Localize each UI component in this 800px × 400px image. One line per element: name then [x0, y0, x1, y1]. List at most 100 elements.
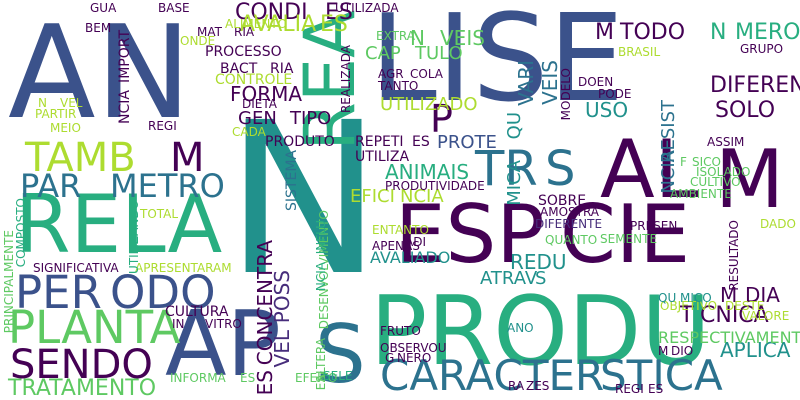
cloud-word: PROTE	[437, 132, 497, 153]
cloud-word: AGR	[378, 67, 404, 81]
cloud-word: USO	[585, 98, 629, 122]
cloud-word: PRODU	[370, 277, 711, 387]
cloud-word: AP	[165, 292, 281, 397]
cloud-word: EFICI	[350, 186, 395, 207]
cloud-word: INFLU	[314, 220, 328, 255]
cloud-word: NCIA	[400, 186, 444, 207]
cloud-word: REALIZADA	[339, 45, 353, 114]
cloud-word: COMPOSTO	[14, 198, 28, 268]
cloud-word: ALIMENTO	[225, 17, 288, 31]
cloud-word: UTILIZADO	[380, 94, 478, 115]
cloud-word: REPETI	[355, 134, 404, 150]
cloud-word: CULTIVO	[690, 175, 741, 189]
cloud-word: PRESEN	[630, 219, 678, 233]
cloud-word: TR	[475, 141, 538, 197]
cloud-word: DIFEREN	[710, 73, 800, 98]
cloud-word: MICO	[680, 291, 712, 305]
cloud-word: MAT	[197, 25, 222, 39]
cloud-word: BEM	[85, 21, 112, 35]
cloud-word: TULO	[415, 43, 463, 64]
cloud-word: IN	[172, 317, 185, 331]
cloud-word: DIETA	[242, 97, 277, 111]
cloud-word: CADA	[232, 125, 266, 139]
cloud-word: QU	[658, 291, 677, 305]
cloud-word: ONDE	[180, 34, 216, 48]
cloud-word: MODELO	[559, 68, 573, 121]
cloud-word: DIFERENTE	[535, 217, 603, 231]
cloud-word: NCIA	[117, 90, 133, 124]
cloud-word: T	[680, 303, 694, 328]
cloud-word: FRUTO	[380, 324, 421, 338]
cloud-word: VALORE	[742, 309, 790, 323]
cloud-word: N	[38, 96, 47, 110]
cloud-word: PLANTA	[8, 301, 181, 354]
cloud-word: VARI	[514, 60, 538, 106]
cloud-word: ANO	[507, 321, 534, 335]
cloud-word: CULTURA	[165, 304, 229, 320]
cloud-word: CONTROLE	[215, 72, 293, 88]
cloud-word: AVALIA	[240, 12, 317, 37]
cloud-word: DIA	[745, 283, 780, 307]
cloud-word: TIPO	[290, 108, 332, 129]
cloud-word: RESPECTIVAMENTE	[658, 328, 800, 347]
cloud-word: ENTANTO	[372, 223, 429, 237]
cloud-word: ES	[325, 0, 353, 25]
cloud-word: DESTE	[725, 299, 765, 313]
cloud-word: M	[170, 135, 205, 181]
cloud-word: REGI	[615, 382, 644, 396]
cloud-word: AVALIADO	[370, 248, 451, 267]
cloud-word: UTILIZANDO	[127, 200, 141, 274]
cloud-word: ES	[648, 382, 664, 396]
cloud-word: S	[545, 141, 576, 197]
cloud-word: TRATAMENTO	[8, 376, 157, 400]
cloud-word: AL	[600, 123, 700, 216]
cloud-word: S	[535, 268, 547, 289]
cloud-word: MEIO	[50, 121, 81, 135]
cloud-word: TODO	[620, 20, 686, 45]
cloud-word: ESP	[395, 188, 545, 281]
cloud-word: CAP	[365, 43, 401, 64]
cloud-word: QUANTO	[545, 233, 598, 247]
cloud-word: M	[715, 133, 785, 226]
cloud-word: PAR	[20, 167, 82, 205]
cloud-word: FORMA	[230, 82, 303, 106]
cloud-word: ES	[253, 370, 277, 396]
cloud-word: AN	[8, 0, 192, 148]
cloud-word: PRODUTIVIDADE	[385, 179, 485, 193]
cloud-word: POSS	[270, 270, 294, 324]
cloud-word: SENDO	[10, 342, 153, 388]
cloud-word: SOBRE	[538, 193, 587, 209]
cloud-word: NCIA	[314, 262, 328, 292]
cloud-word: RIA	[234, 25, 255, 39]
cloud-word: ES	[240, 371, 256, 385]
cloud-word: BRASIL	[618, 45, 661, 59]
cloud-word: QU	[504, 112, 525, 140]
cloud-word: PODE	[598, 87, 632, 101]
cloud-word: IMPORT	[117, 30, 133, 83]
cloud-word: NERO	[397, 351, 432, 365]
cloud-word: TAMB	[25, 135, 136, 181]
cloud-word: VEIS	[440, 26, 485, 50]
cloud-word: N	[710, 20, 727, 45]
cloud-word: M	[720, 283, 738, 307]
cloud-word: TOTAL	[140, 207, 179, 221]
cloud-word: STICA	[600, 351, 723, 400]
cloud-word: AMBIENTE	[670, 187, 732, 201]
cloud-word: LISE	[370, 0, 625, 129]
cloud-word: ISOLADO	[696, 165, 751, 179]
cloud-word: VEL	[60, 96, 83, 110]
cloud-word: M	[658, 344, 669, 358]
cloud-word: EXTRA	[376, 29, 415, 43]
cloud-word: REGI	[148, 119, 177, 133]
cloud-word: COLA	[410, 67, 443, 81]
cloud-word: ASSIM	[707, 135, 745, 149]
cloud-word: CNICA	[700, 303, 769, 328]
cloud-word: DOEN	[578, 75, 614, 89]
cloud-word: S	[315, 308, 366, 400]
cloud-word: VEIS	[538, 60, 562, 105]
cloud-word: OBJETIVO	[660, 299, 718, 313]
cloud-word: RESULTADO	[727, 220, 741, 291]
cloud-word: APLICA	[720, 338, 791, 362]
cloud-word: CONDI	[235, 0, 308, 25]
